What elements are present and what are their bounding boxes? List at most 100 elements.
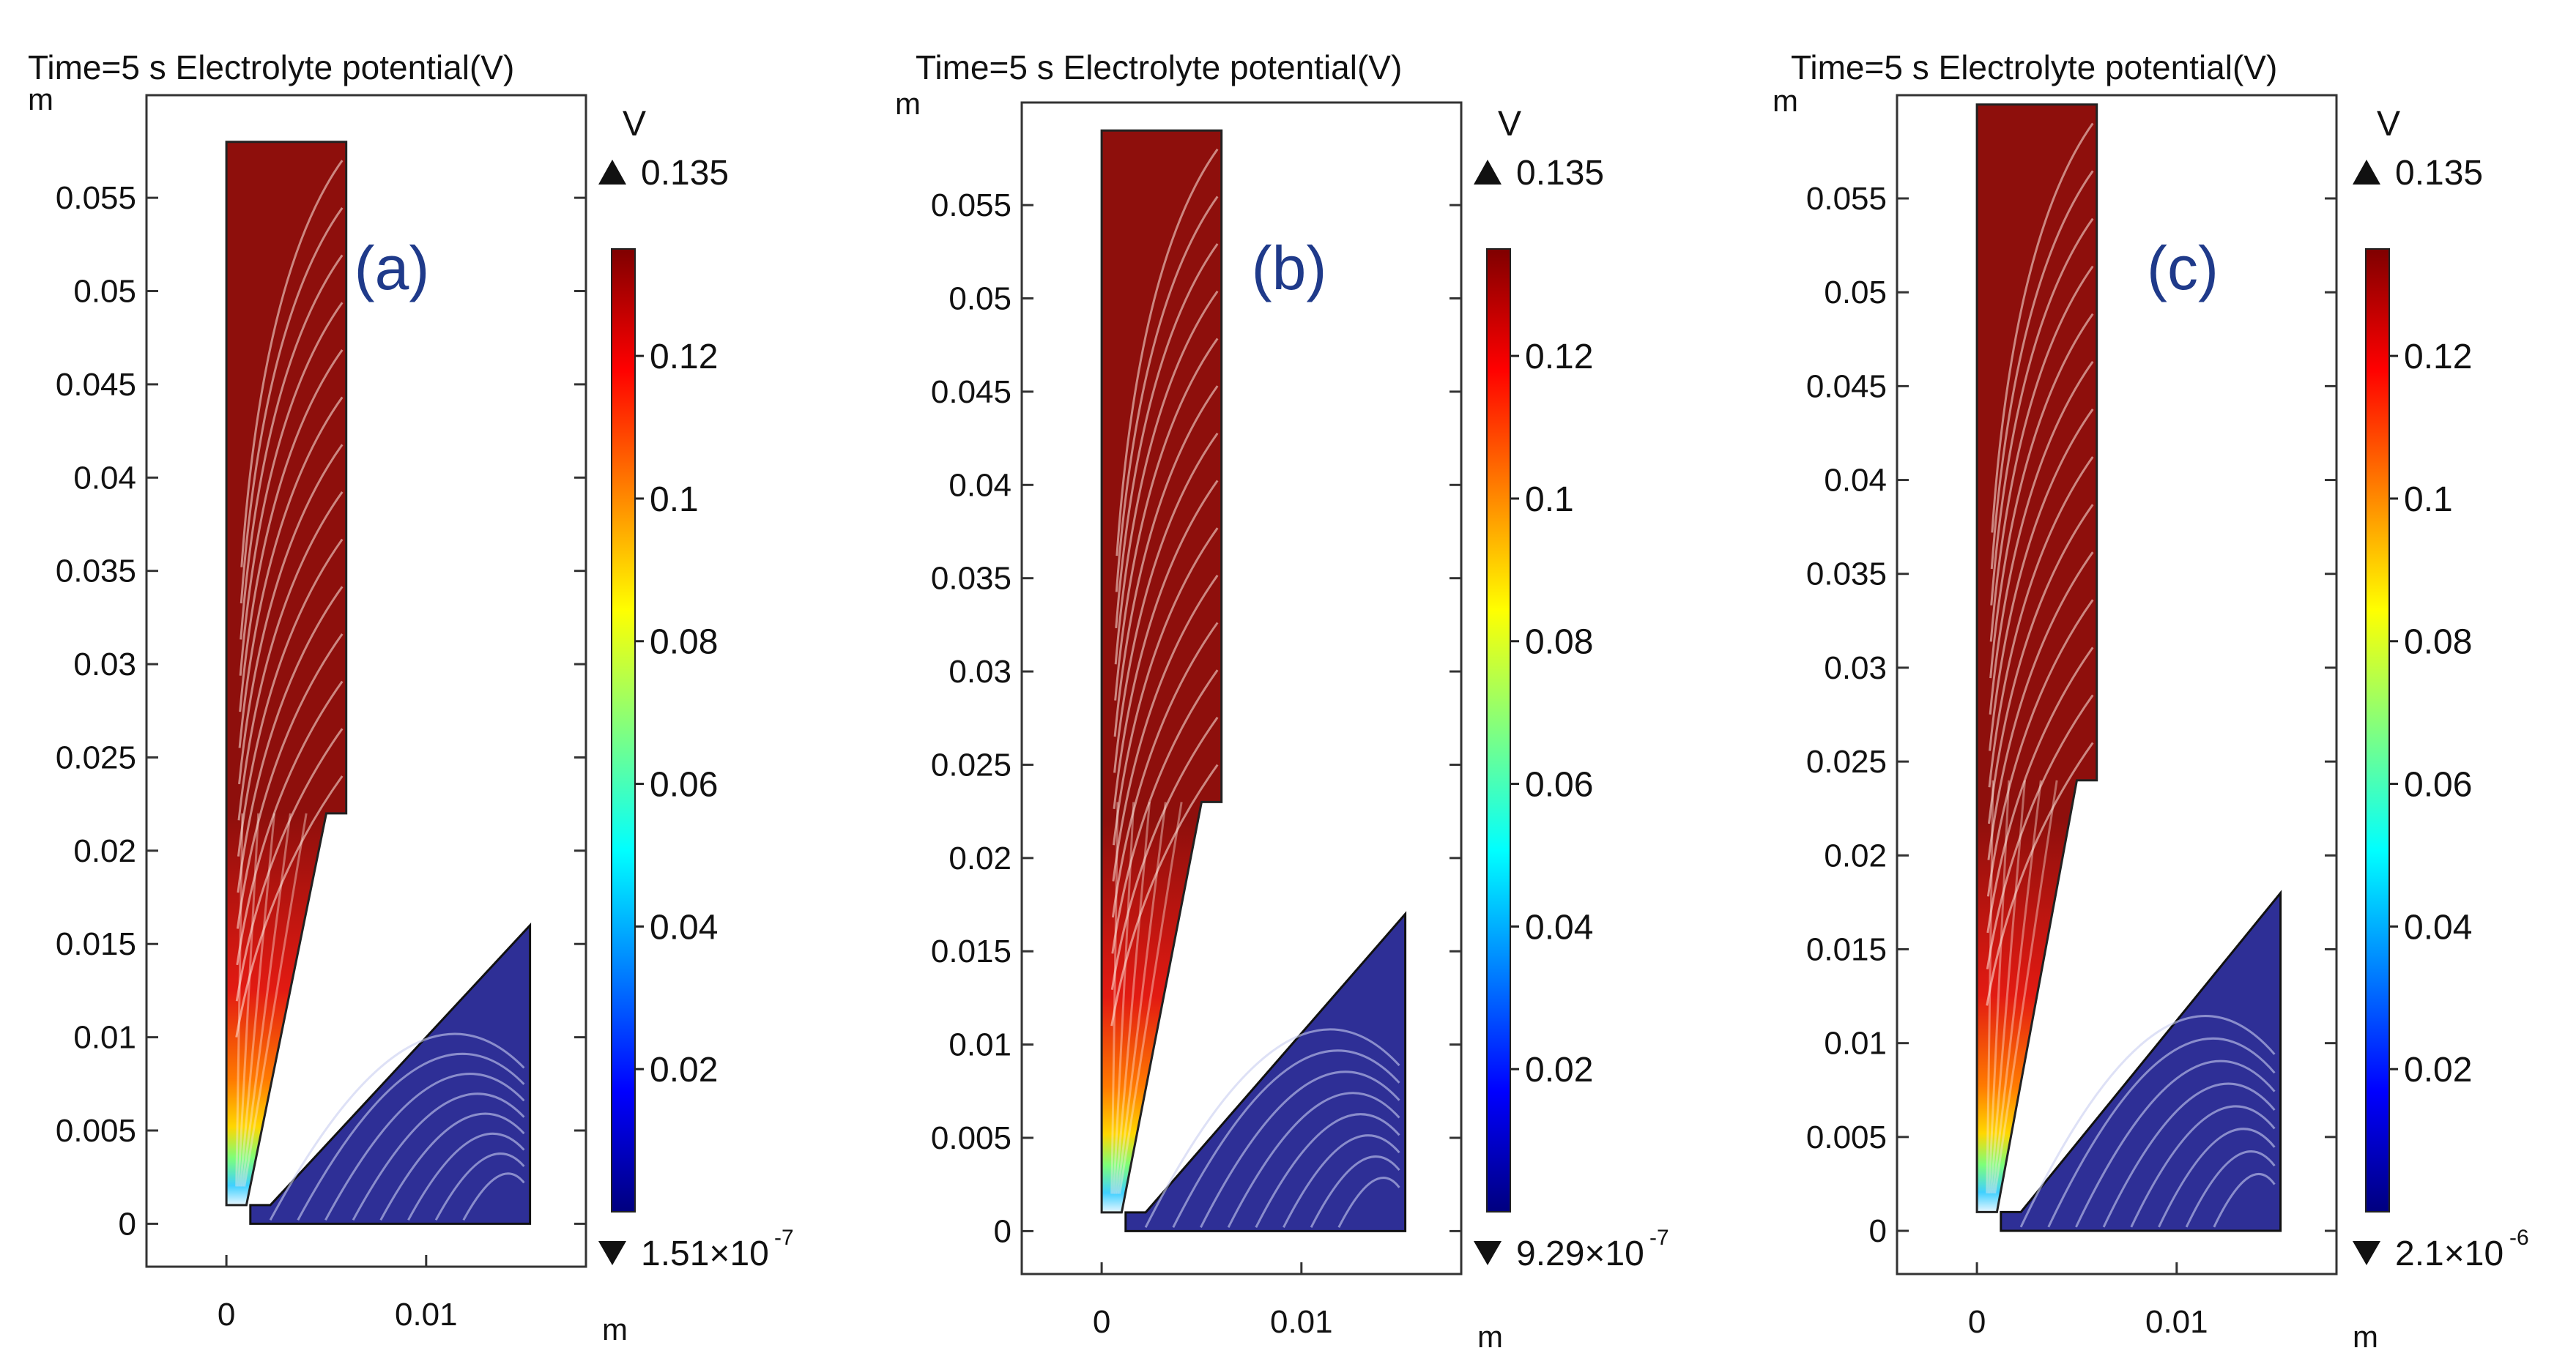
y-tick-label: 0.055: [56, 180, 136, 216]
streamline: [237, 813, 260, 1187]
streamline: [2185, 1150, 2276, 1228]
y-tick-label: 0.02: [1824, 838, 1887, 874]
y-tick-label: 0.04: [73, 460, 136, 496]
y-tick-label: 0: [119, 1206, 136, 1242]
colorbar-tick-label: 0.1: [1525, 480, 1574, 519]
panel-label: (b): [1252, 234, 1327, 302]
y-tick-label: 0.03: [73, 647, 136, 682]
streamline: [240, 160, 344, 567]
streamline: [1987, 551, 2094, 860]
streamline: [1989, 409, 2094, 751]
colorbar-tick-label: 0.06: [650, 766, 718, 805]
x-axis-label: m: [1477, 1319, 1503, 1354]
colorbar-tick-label: 0.1: [650, 480, 699, 519]
y-tick-label: 0.035: [1806, 556, 1887, 592]
y-tick-label: 0.045: [56, 367, 136, 403]
streamline: [2130, 1105, 2276, 1228]
streamline: [239, 302, 344, 676]
panel-label: (a): [355, 234, 430, 302]
colorbar-min-label: 9.29×10: [1516, 1234, 1644, 1273]
colorbar-unit: V: [2377, 105, 2400, 144]
streamline: [243, 813, 308, 1187]
y-tick-label: 0.05: [73, 274, 136, 310]
y-tick-label: 0: [1869, 1213, 1887, 1249]
lower-streamlines: [2019, 1015, 2276, 1228]
colorbar-tick-label: 0.04: [2404, 908, 2472, 947]
chart-title: Time=5 s Electrolyte potential(V): [916, 48, 1402, 86]
min-triangle-icon: [1474, 1241, 1502, 1265]
streamline: [1113, 432, 1219, 773]
colorbar: [611, 248, 636, 1213]
streamline: [269, 1032, 525, 1221]
streamline: [1337, 1177, 1400, 1228]
lower-streamlines: [269, 1032, 525, 1221]
colorbar-tick-label: 0.06: [2404, 766, 2472, 805]
upper-streamlines: [235, 160, 344, 1187]
streamline: [1112, 802, 1135, 1194]
streamline: [237, 538, 344, 857]
streamline: [1283, 1134, 1400, 1228]
streamline: [352, 1092, 525, 1221]
colorbar-tick-label: 0.1: [2404, 480, 2453, 519]
streamline: [2019, 1015, 2276, 1228]
streamline: [1986, 599, 2094, 897]
streamline: [1986, 742, 2094, 1006]
streamline: [1111, 622, 1219, 918]
plot-frame: [1020, 101, 1463, 1275]
streamline: [1111, 669, 1219, 954]
colorbar-unit: V: [623, 105, 646, 144]
y-tick-label: 0.025: [931, 747, 1012, 783]
streamline: [1255, 1113, 1400, 1228]
streamline: [2102, 1082, 2276, 1228]
streamline: [324, 1073, 525, 1221]
y-tick-label: 0.005: [56, 1113, 136, 1149]
streamline: [407, 1132, 525, 1221]
panel-label: (c): [2147, 234, 2219, 302]
upper-streamlines: [1110, 148, 1219, 1194]
colorbar-tick-label: 0.04: [650, 908, 718, 947]
min-triangle-icon: [2353, 1241, 2380, 1265]
x-tick-label: 0.01: [2145, 1304, 2208, 1340]
min-triangle-icon: [598, 1241, 626, 1265]
y-tick-label: 0.05: [949, 281, 1012, 317]
y-tick-label: 0.03: [949, 654, 1012, 690]
streamline: [434, 1152, 525, 1221]
colorbar-tick-label: 0.12: [1525, 338, 1593, 376]
panel-2: Time=5 s Electrolyte potential(V)mm00.00…: [895, 48, 1669, 1354]
streamline: [1116, 148, 1219, 556]
upper-streamlines: [1986, 122, 2094, 1193]
plot-frame: [1896, 94, 2338, 1275]
streamline: [240, 254, 344, 640]
y-tick-label: 0.055: [931, 187, 1012, 223]
streamline: [235, 728, 344, 1002]
streamline: [240, 206, 344, 604]
streamline: [1986, 647, 2094, 934]
streamline: [1115, 195, 1219, 592]
streamline: [237, 586, 344, 893]
y-tick-label: 0.02: [73, 833, 136, 869]
colorbar-tick-label: 0.04: [1525, 908, 1593, 947]
colorbar-min-label: 1.51×10: [641, 1234, 769, 1273]
y-tick-label: 0.01: [949, 1027, 1012, 1063]
colorbar-min-exponent: -7: [774, 1226, 794, 1250]
colorbar-tick-label: 0.02: [650, 1051, 718, 1089]
x-axis-label: m: [602, 1312, 628, 1346]
max-triangle-icon: [1474, 160, 1502, 185]
y-tick-label: 0.035: [56, 554, 136, 589]
y-tick-label: 0.055: [1806, 181, 1887, 217]
y-tick-label: 0: [994, 1213, 1012, 1249]
streamline: [1172, 1049, 1400, 1228]
streamline: [1114, 290, 1219, 665]
streamline: [1310, 1155, 1400, 1228]
y-tick-label: 0.015: [931, 934, 1012, 969]
streamline: [238, 444, 344, 785]
streamline: [1227, 1092, 1400, 1228]
streamline: [236, 633, 344, 929]
colorbar-min-label: 2.1×10: [2395, 1234, 2503, 1273]
colorbar-max-label: 0.135: [641, 154, 729, 193]
streamline: [2047, 1037, 2276, 1228]
y-tick-label: 0.015: [1806, 931, 1887, 967]
x-tick-label: 0.01: [1270, 1304, 1333, 1340]
y-tick-label: 0.005: [1806, 1120, 1887, 1155]
